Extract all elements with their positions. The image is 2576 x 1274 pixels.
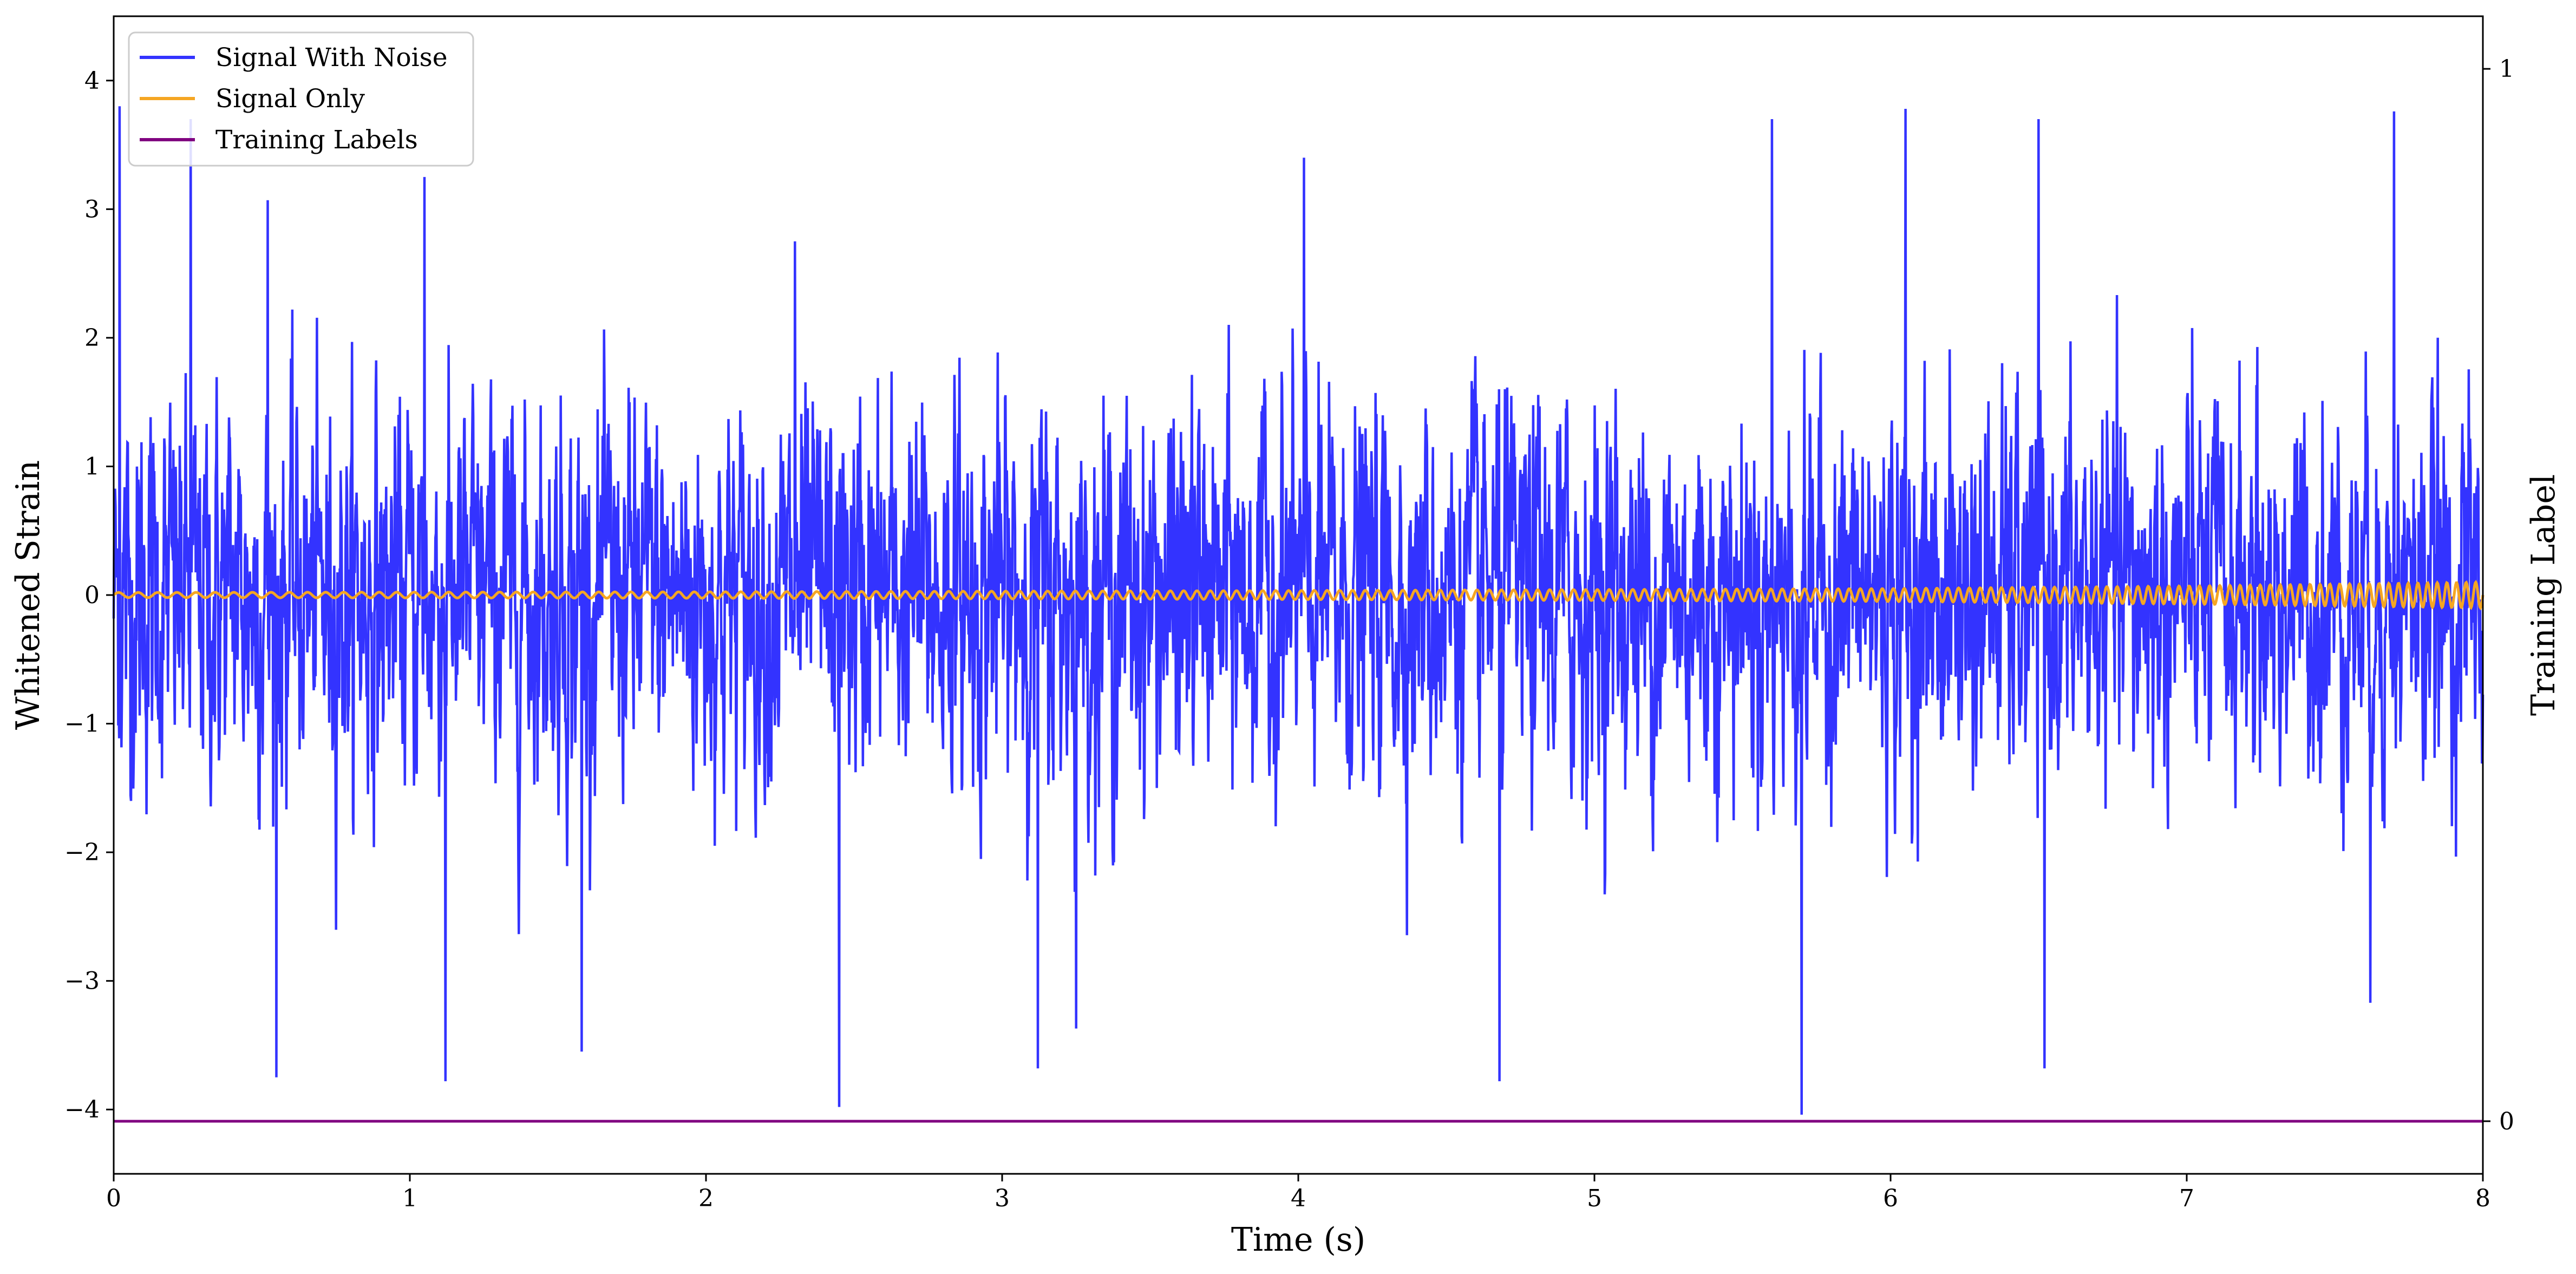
axes: 0 1 2 3 4 5 6 7 8 −4 −3 −2 −1 0 1 2 3 4 0 1 [64,15,2514,1212]
legend: Signal With Noise Signal Only Training Lab… [128,31,474,167]
y2-axis-label: Training Label [2525,474,2562,716]
y-tick-label: −4 [64,1096,100,1123]
x-tick-label: 2 [698,1185,714,1212]
series-signal-with-noise-line [112,106,2485,1115]
y-tick-label: −1 [64,710,100,738]
y-tick-label: 0 [84,582,100,609]
legend-label: Signal Only [215,84,365,114]
legend-label: Signal With Noise [215,43,448,73]
y2-tick-label: 1 [2499,55,2514,83]
y-tick-label: 3 [84,195,100,223]
x-axis-label: Time (s) [1231,1221,1365,1259]
legend-box [128,31,474,167]
y2-tick-label: 0 [2499,1108,2514,1135]
x-tick-label: 7 [2179,1185,2194,1212]
x-tick-label: 6 [1883,1185,1898,1212]
x-tick-label: 0 [106,1185,121,1212]
x-tick-label: 4 [1291,1185,1306,1212]
x-tick-label: 3 [995,1185,1010,1212]
y-axis-label: Whitened Strain [9,460,47,730]
y-tick-label: −3 [64,968,100,995]
y-tick-label: 2 [84,324,100,352]
x-tick-label: 8 [2475,1185,2490,1212]
x-tick-label: 5 [1587,1185,1602,1212]
legend-label: Training Labels [215,125,418,155]
x-tick-label: 1 [402,1185,417,1212]
y-tick-label: −2 [64,839,100,866]
y-tick-label: 1 [84,453,100,480]
y-tick-label: 4 [84,67,100,95]
plot-area [112,106,2485,1123]
series-signal-only-line [113,579,2485,611]
